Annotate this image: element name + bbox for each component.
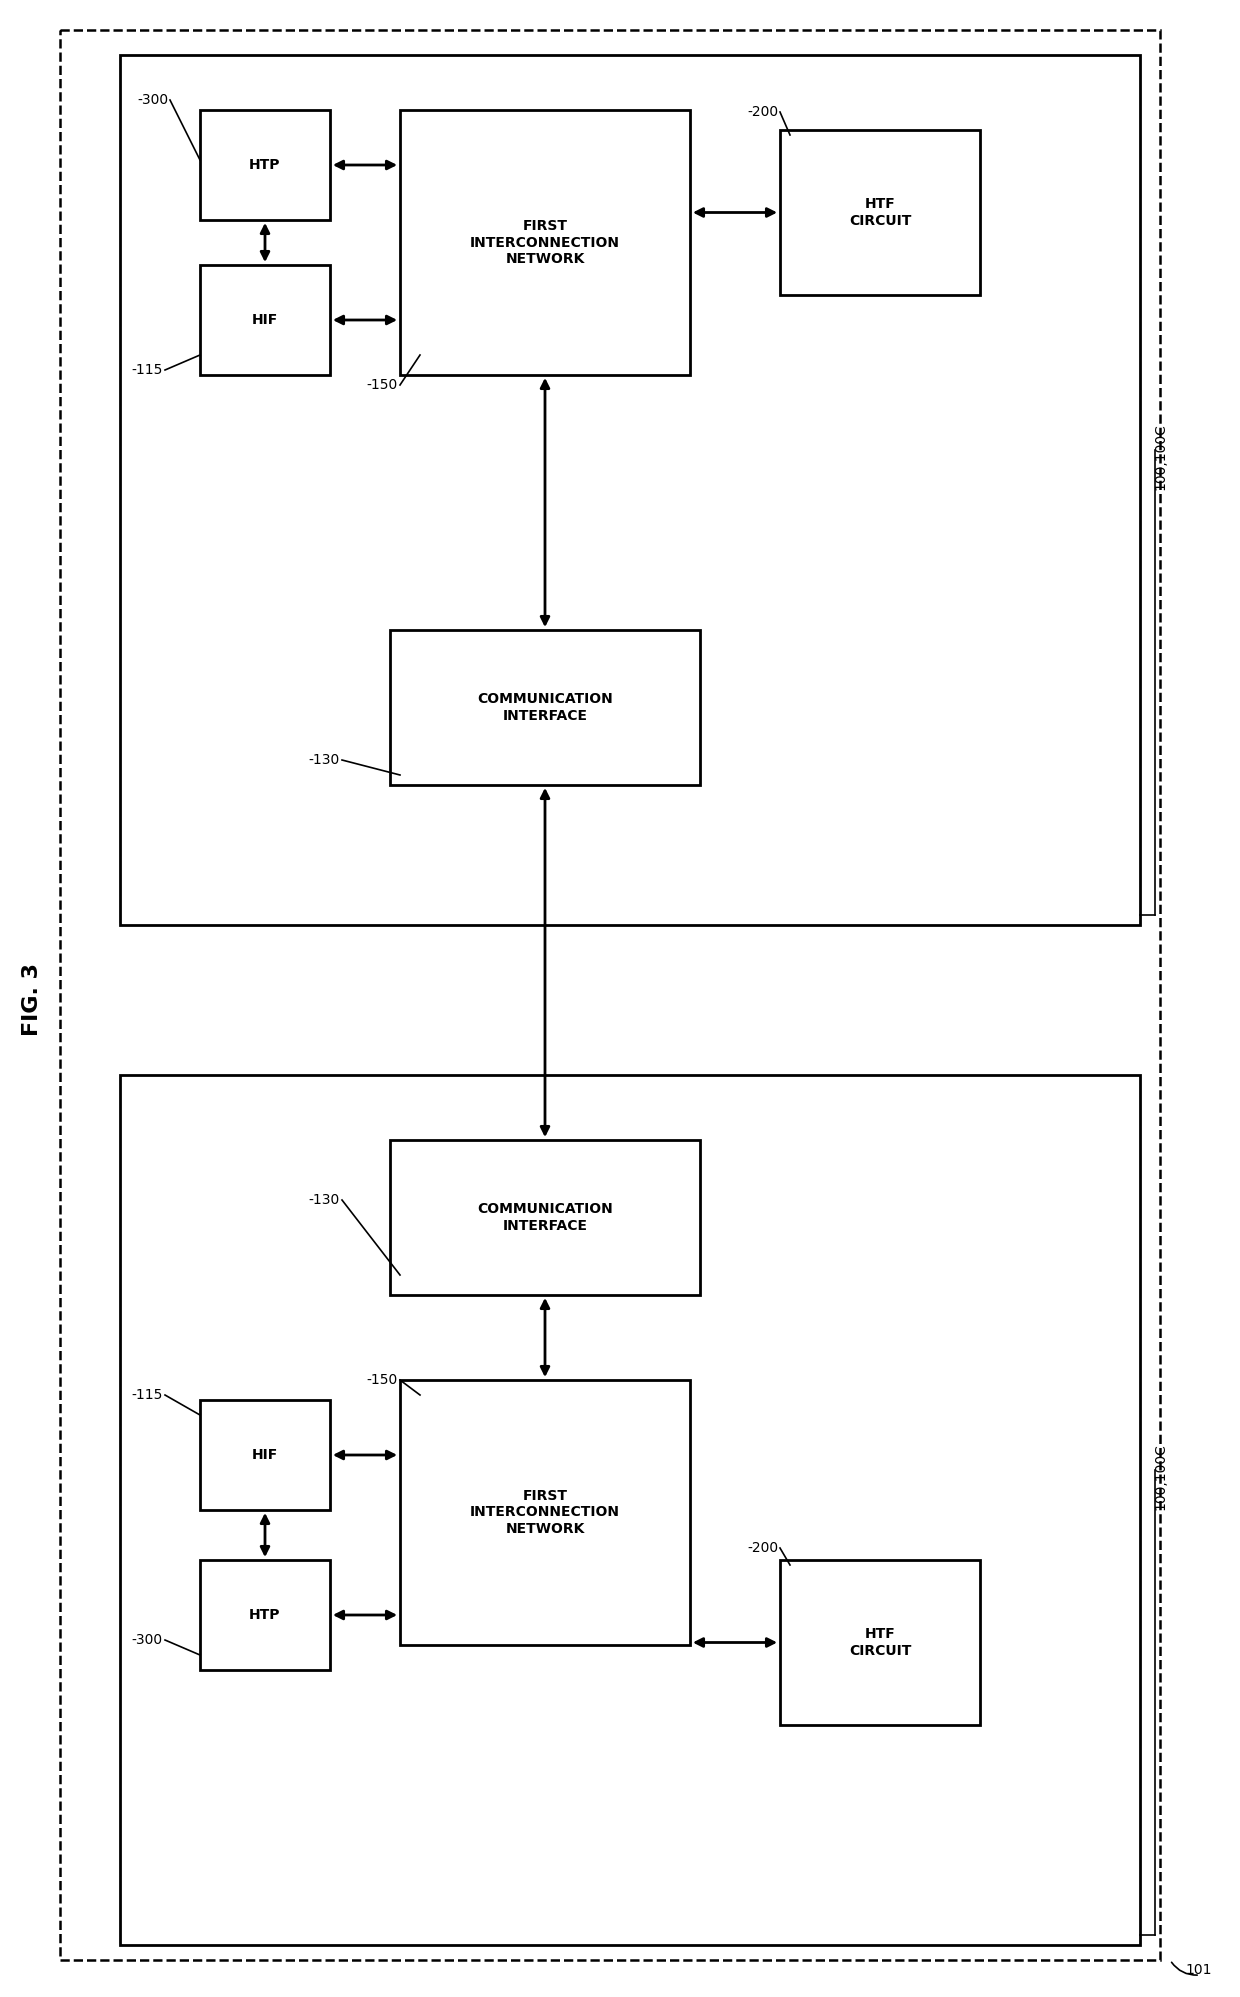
Text: -300: -300: [136, 94, 167, 108]
Text: -130: -130: [309, 1192, 340, 1206]
Text: HTP: HTP: [249, 158, 280, 172]
Bar: [200, 110, 330, 220]
Text: COMMUNICATION
INTERFACE: COMMUNICATION INTERFACE: [477, 693, 613, 723]
Text: HTP: HTP: [249, 1608, 280, 1622]
Bar: [60, 30, 1159, 1959]
Text: -200: -200: [746, 106, 777, 120]
Bar: [200, 1560, 330, 1669]
Bar: [780, 1560, 980, 1725]
Bar: [391, 1140, 701, 1294]
Text: -150: -150: [367, 1374, 398, 1388]
Text: HIF: HIF: [252, 1448, 278, 1462]
Text: 101: 101: [1185, 1963, 1211, 1977]
Text: FIRST
INTERCONNECTION
NETWORK: FIRST INTERCONNECTION NETWORK: [470, 220, 620, 266]
Text: HTF
CIRCUIT: HTF CIRCUIT: [849, 1628, 911, 1658]
Bar: [401, 1380, 689, 1646]
Bar: [120, 56, 1140, 925]
Bar: [780, 130, 980, 296]
Text: COMMUNICATION
INTERFACE: COMMUNICATION INTERFACE: [477, 1202, 613, 1232]
Bar: [200, 1400, 330, 1510]
Bar: [200, 266, 330, 375]
Text: -115: -115: [131, 363, 162, 377]
Text: HIF: HIF: [252, 314, 278, 328]
Bar: [391, 629, 701, 785]
Text: -200: -200: [746, 1542, 777, 1556]
Text: -300: -300: [131, 1634, 162, 1648]
Text: FIG. 3: FIG. 3: [22, 963, 42, 1036]
Text: 100,100C: 100,100C: [1153, 1444, 1167, 1510]
Text: HTF
CIRCUIT: HTF CIRCUIT: [849, 198, 911, 228]
Text: -150: -150: [367, 377, 398, 391]
Text: -130: -130: [309, 753, 340, 767]
Bar: [401, 110, 689, 375]
Text: 100,100C: 100,100C: [1153, 423, 1167, 489]
Text: -115: -115: [131, 1388, 162, 1402]
Text: FIRST
INTERCONNECTION
NETWORK: FIRST INTERCONNECTION NETWORK: [470, 1490, 620, 1536]
Bar: [120, 1074, 1140, 1945]
